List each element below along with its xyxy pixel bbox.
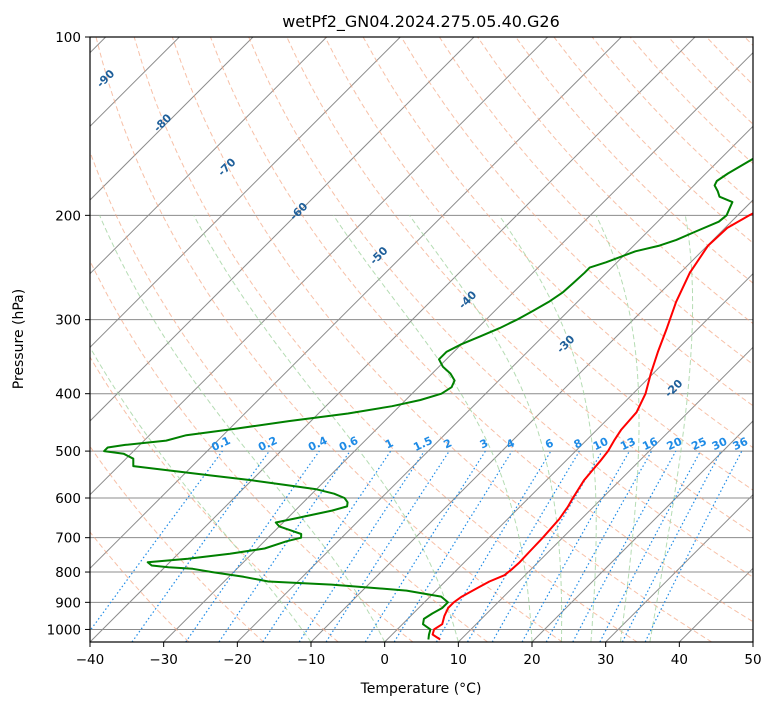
dry-adiabat-line [324,37,753,491]
y-tick-label: 700 [55,531,81,547]
mixing-ratio-label: 36 [731,435,751,453]
x-tick-label: −30 [149,652,178,668]
isotherm-line [90,37,696,642]
moist-adiabat-line [649,215,694,642]
y-tick-label: 200 [55,208,81,224]
x-axis-label: Temperature (°C) [360,681,482,697]
y-tick-label: 800 [55,565,81,581]
y-tick-label: 400 [55,387,81,403]
moist-adiabat-line [193,215,459,642]
isotherm-line [457,346,753,642]
isotherm-line [752,641,753,642]
mixing-ratio-line [572,450,677,642]
dry-adiabat-line [90,531,190,642]
profile-lines [103,157,753,641]
isotherm-line [90,37,401,349]
mixing-ratio-label: 13 [618,435,637,453]
moist-adiabat-line [99,215,386,642]
isotherm-line [384,272,753,642]
mixing-ratio-line [218,450,351,642]
y-tick-label: 600 [55,491,81,507]
moist-adiabat-line [408,215,563,642]
mixing-ratio-line [325,450,450,642]
isotherm-line [90,37,328,275]
isotherm-line [236,125,753,642]
y-tick-label: 300 [55,313,81,329]
chart-title: wetPf2_GN04.2024.275.05.40.G26 [282,12,560,32]
mixing-ratio-line [185,450,320,642]
isotherm-line [90,37,549,496]
x-tick-label: −10 [297,652,326,668]
y-tick-label: 900 [55,595,81,611]
mixing-ratio-line [262,450,392,642]
mixing-ratio-label: 30 [710,435,730,453]
dry-adiabat-line [90,259,414,642]
y-axis-label: Pressure (hPa) [11,289,27,389]
isotherm-line [605,493,753,642]
mixing-ratio-line [545,450,653,642]
mixing-ratio-label: 20 [665,435,685,453]
x-tick-label: −40 [76,652,105,668]
dry-adiabat-line [210,37,753,623]
x-tick-label: 30 [597,652,614,668]
y-tick-label: 1000 [47,622,81,638]
mixing-ratio-line [393,450,513,642]
dewpoint-profile-line [103,157,753,640]
dry-adiabat-line [515,37,753,284]
x-tick-label: 50 [744,652,761,668]
dry-adiabat-line [90,445,264,642]
x-tick-label: 40 [671,652,688,668]
temperature-profile-line [431,212,753,641]
dry-adiabat-line [95,37,563,642]
mixing-ratio-label: 16 [640,435,660,453]
axes: −40 −30 −20 −10 0 10 20 30 40 50 100 200 300 400 500 60… [47,30,762,668]
isotherm-line [90,37,622,570]
mixing-ratio-line [644,450,743,642]
isotherm-line [90,37,475,422]
y-tick-label: 500 [55,444,81,460]
moist-adiabat-line [595,215,640,642]
mixing-ratio-label: 25 [689,435,708,453]
x-tick-label: 10 [450,652,467,668]
mixing-ratio-line [298,450,425,642]
dry-adiabat-line [90,150,488,642]
x-tick-label: 0 [380,652,389,668]
dry-adiabat-line [248,37,753,578]
dry-adiabat-line [171,37,712,642]
x-tick-label: −20 [223,652,252,668]
moist-adiabat-line [498,215,597,642]
isotherm-line [90,37,254,201]
background-lines [90,37,753,642]
isotherm-line [163,51,753,642]
plot-frame [89,36,754,643]
dry-adiabat-line [400,37,753,407]
dry-adiabat-line [133,37,638,642]
mixing-ratio-line [90,450,223,632]
x-tick-label: 20 [523,652,540,668]
mixing-ratio-line [521,450,631,642]
dry-adiabat-line [90,356,339,642]
moist-adiabat-line [90,346,312,642]
plot-background [90,37,753,642]
y-tick-label: 100 [55,30,81,46]
isotherm-line [531,420,753,642]
mixing-ratio-line [131,450,270,642]
mixing-ratio-label: 10 [591,435,611,453]
dry-adiabat-line [438,37,753,366]
